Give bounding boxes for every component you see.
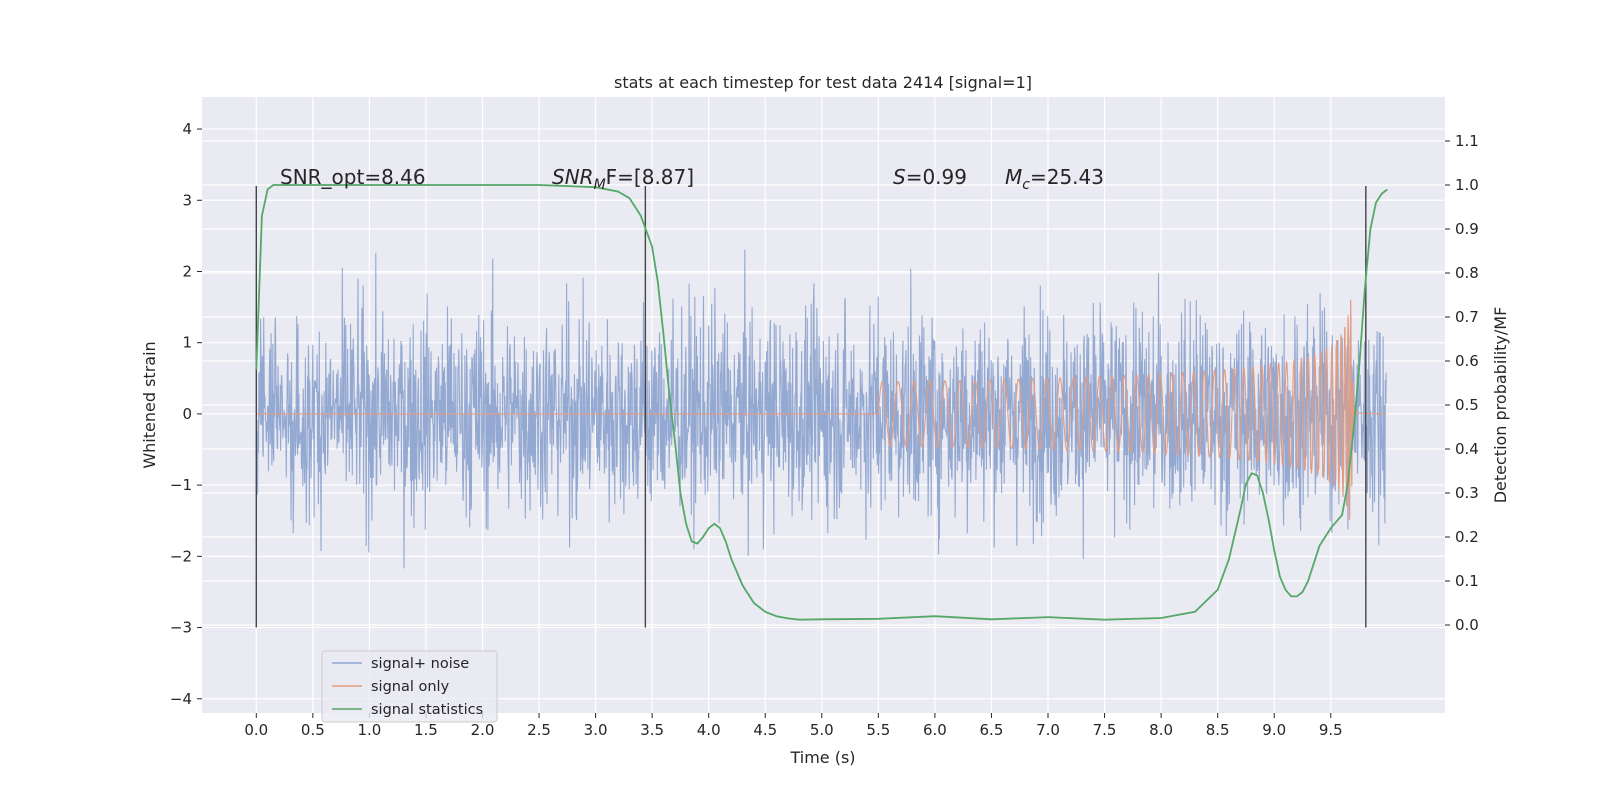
y-tick-label-right: 0.6 — [1455, 352, 1479, 370]
x-tick-label: 2.0 — [471, 721, 495, 739]
x-axis-title: Time (s) — [789, 748, 855, 767]
x-tick-label: 0.5 — [301, 721, 325, 739]
y-tick-label-right: 0.5 — [1455, 396, 1479, 414]
y-tick-label-left: 0 — [182, 405, 192, 423]
right-y-axis-ticks: 1.1 1.0 0.9 0.8 0.7 0.6 0.5 0.4 0.3 0.2 0.1 0.0 — [1445, 132, 1479, 634]
signal-noise-line — [255, 249, 1387, 569]
x-tick-label: 0.0 — [244, 721, 268, 739]
y-tick-label-left: 4 — [182, 120, 192, 138]
y-tick-label-right: 0.1 — [1455, 572, 1479, 590]
annotations: SNR_opt=8.46 SNRMF=[8.87] S=0.99 Mc=25.4… — [280, 165, 1104, 193]
chart-title: stats at each timestep for test data 241… — [614, 73, 1032, 92]
x-tick-label: 5.0 — [810, 721, 834, 739]
x-axis-ticks: 0.0 0.5 1.0 1.5 2.0 2.5 3.0 3.5 4.0 4.5 5.0 5.5 6.0 6… — [244, 713, 1343, 739]
mc-annotation: Mc=25.43 — [1005, 165, 1104, 193]
s-annotation: S=0.99 — [893, 165, 967, 189]
signal-noise-series — [255, 249, 1387, 569]
x-tick-label: 6.0 — [923, 721, 947, 739]
signal-only-series — [256, 299, 1387, 520]
y-tick-label-right: 0.0 — [1455, 616, 1479, 634]
y-tick-label-right: 0.4 — [1455, 440, 1479, 458]
y-tick-label-right: 0.9 — [1455, 220, 1479, 238]
x-tick-label: 7.0 — [1036, 721, 1060, 739]
x-tick-label: 6.5 — [980, 721, 1004, 739]
y-tick-label-right: 0.3 — [1455, 484, 1479, 502]
y-tick-label-left: −2 — [170, 547, 192, 565]
y-tick-label-left: −4 — [170, 690, 192, 708]
y-tick-label-right: 1.0 — [1455, 176, 1479, 194]
y-tick-label-left: 2 — [182, 262, 192, 280]
y-tick-label-left: −3 — [170, 619, 192, 637]
signal-statistics-series — [255, 184, 1388, 621]
legend-box — [321, 650, 498, 723]
x-tick-label: 5.5 — [866, 721, 890, 739]
right-y-axis-title: Detection probability/MF — [1491, 307, 1510, 504]
x-tick-label: 4.5 — [753, 721, 777, 739]
y-tick-label-left: 3 — [182, 191, 192, 209]
x-tick-label: 3.5 — [640, 721, 664, 739]
snr-mf-annotation: SNRMF=[8.87] — [552, 165, 694, 193]
y-tick-label-right: 0.7 — [1455, 308, 1479, 326]
legend: signal+ noise signal only signal statist… — [321, 650, 498, 723]
snr-opt-annotation: SNR_opt=8.46 — [280, 165, 426, 189]
x-tick-label: 9.5 — [1319, 721, 1343, 739]
x-tick-label: 9.0 — [1262, 721, 1286, 739]
vertical-markers — [255, 186, 1367, 628]
legend-label-signal-only: signal only — [371, 679, 450, 695]
y-tick-label-right: 0.8 — [1455, 264, 1479, 282]
y-tick-label-left: 1 — [182, 334, 192, 352]
x-tick-label: 1.5 — [414, 721, 438, 739]
legend-label-signal-noise: signal+ noise — [371, 656, 469, 672]
left-y-axis-ticks: 4 3 2 1 0 −1 −2 −3 −4 — [170, 120, 202, 708]
legend-label-signal-statistics: signal statistics — [371, 702, 483, 718]
y-tick-label-right: 0.2 — [1455, 528, 1479, 546]
signal-statistics-line — [255, 184, 1388, 621]
x-tick-label: 7.5 — [1093, 721, 1117, 739]
x-tick-label: 1.0 — [357, 721, 381, 739]
x-tick-label: 8.0 — [1149, 721, 1173, 739]
y-tick-label-right: 1.1 — [1455, 132, 1479, 150]
left-y-axis-title: Whitened strain — [140, 341, 159, 468]
x-tick-label: 8.5 — [1206, 721, 1230, 739]
signal-only-line — [256, 299, 1387, 520]
x-tick-label: 3.0 — [584, 721, 608, 739]
x-tick-label: 2.5 — [527, 721, 551, 739]
x-tick-label: 4.0 — [697, 721, 721, 739]
y-tick-label-left: −1 — [170, 476, 192, 494]
